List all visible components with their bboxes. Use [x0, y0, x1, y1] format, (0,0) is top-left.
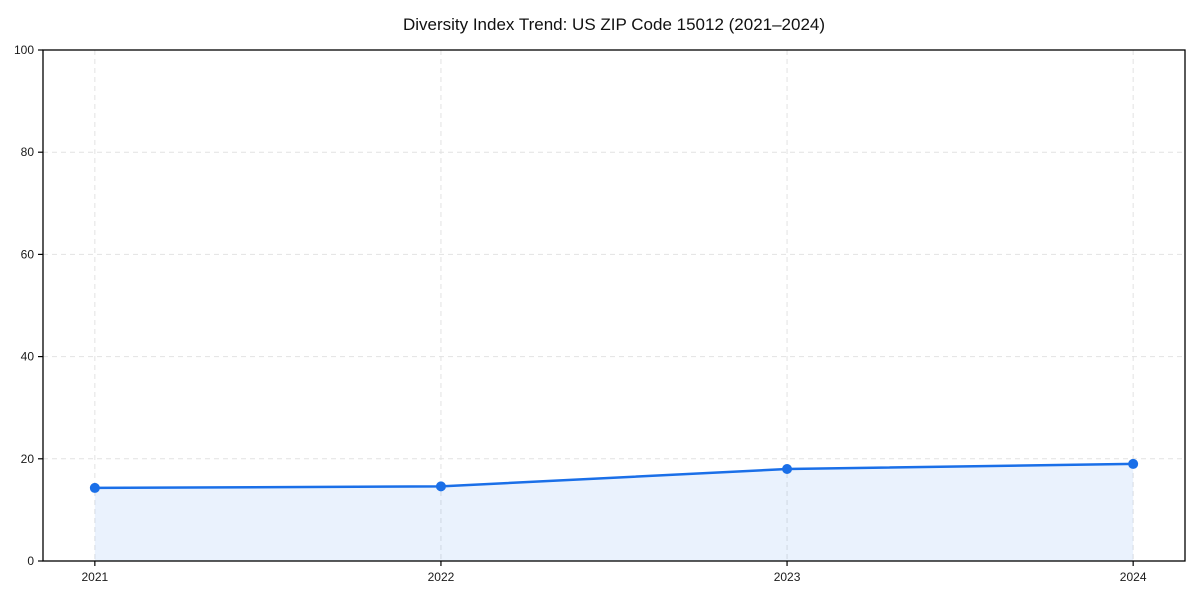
area-fill [94, 463, 1134, 561]
chart-title: Diversity Index Trend: US ZIP Code 15012… [403, 15, 825, 34]
y-tick-label: 80 [21, 145, 35, 159]
data-point-2023 [782, 464, 793, 475]
trend-line [93, 462, 1135, 490]
y-tick-label: 0 [27, 554, 34, 568]
y-tick-label: 20 [21, 452, 35, 466]
data-point-2022 [435, 481, 446, 492]
data-point-2021 [89, 482, 100, 493]
x-tick-label: 2022 [428, 570, 455, 584]
y-tick-label: 60 [21, 247, 35, 261]
x-tick-label: 2023 [774, 570, 801, 584]
x-tick-label: 2021 [81, 570, 108, 584]
y-tick-label: 40 [21, 350, 35, 364]
data-point-2024 [1128, 458, 1139, 469]
plot-border [42, 49, 1186, 562]
x-tick-label: 2024 [1120, 570, 1147, 584]
y-tick-label: 100 [14, 43, 34, 57]
